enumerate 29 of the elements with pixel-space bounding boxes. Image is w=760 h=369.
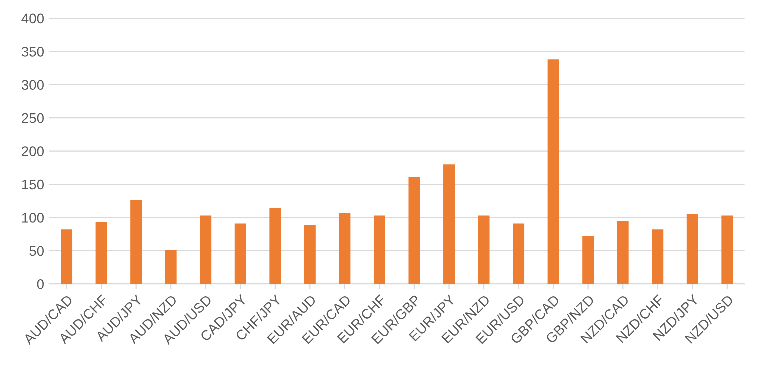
- bar: [548, 60, 560, 284]
- bar: [686, 214, 698, 284]
- bar: [130, 200, 142, 284]
- y-tick-label: 150: [22, 180, 44, 190]
- bar: [270, 208, 282, 284]
- bar: [444, 164, 455, 284]
- y-tick-label: 350: [22, 46, 44, 57]
- bar: [304, 225, 316, 284]
- bar: [339, 213, 351, 284]
- bar: [478, 216, 490, 284]
- bar: [61, 230, 73, 284]
- bar: [408, 177, 420, 284]
- y-tick-label: 250: [22, 113, 44, 124]
- bar: [582, 236, 594, 284]
- bar: [513, 224, 525, 284]
- y-tick-label: 300: [22, 80, 44, 90]
- bar: [617, 221, 629, 284]
- bar: [200, 216, 212, 284]
- bar: [165, 250, 177, 284]
- y-tick-label: 200: [22, 146, 44, 156]
- bar: [652, 230, 664, 284]
- bar: [722, 216, 734, 284]
- bar: [234, 224, 246, 284]
- y-tick-label: 100: [22, 213, 44, 223]
- y-tick-label: 0: [37, 279, 44, 290]
- y-tick-label: 400: [22, 14, 44, 24]
- y-tick-label: 50: [30, 246, 44, 256]
- bar: [374, 216, 386, 284]
- bar: [96, 222, 108, 284]
